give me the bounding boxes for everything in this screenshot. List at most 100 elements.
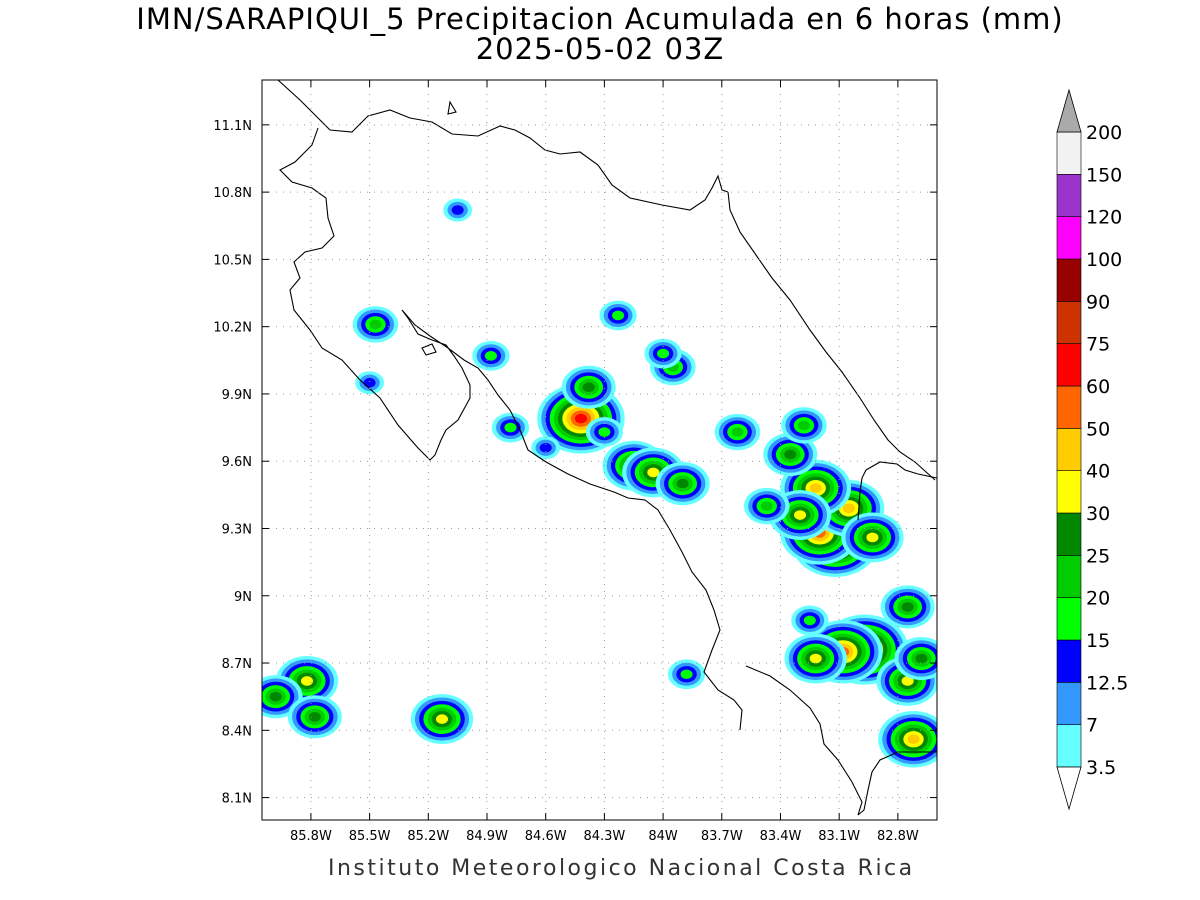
lon-tick-label: 82.8W <box>877 829 919 844</box>
rain-contour <box>797 420 810 431</box>
rain-contour <box>907 734 920 745</box>
colorbar-label: 15 <box>1086 630 1110 652</box>
rain-contour <box>269 691 282 702</box>
colorbar-swatch <box>1056 343 1082 387</box>
rain-cell <box>763 432 818 477</box>
rain-cell <box>599 300 637 331</box>
pacific-coast-outline <box>279 127 743 731</box>
lat-tick-label: 8.7N <box>222 657 252 672</box>
rain-cell <box>410 694 474 745</box>
lon-tick-label: 85.2W <box>407 829 449 844</box>
colorbar-swatch <box>1056 597 1082 641</box>
rain-cell <box>894 636 937 681</box>
rain-contour <box>363 377 376 388</box>
rain-cell <box>791 605 829 636</box>
lat-tick-label: 10.5N <box>213 253 252 268</box>
lat-tick-label: 8.1N <box>222 792 252 807</box>
rain-cell <box>472 340 510 371</box>
lon-tick-label: 84.9W <box>466 829 508 844</box>
coastline <box>277 80 937 816</box>
caribbean-coast-outline <box>727 191 936 481</box>
rain-cell <box>714 413 761 451</box>
rain-contour <box>915 653 928 664</box>
lon-tick-label: 84W <box>648 829 678 844</box>
colorbar-label: 150 <box>1086 164 1122 186</box>
rain-cell <box>781 407 827 444</box>
graticule <box>262 80 937 820</box>
lat-tick-label: 10.8N <box>213 186 252 201</box>
lon-tick-label: 83.7W <box>701 829 743 844</box>
colorbar-label: 90 <box>1086 291 1110 313</box>
colorbar-label: 30 <box>1086 503 1110 525</box>
lat-tick-label: 11.1N <box>213 119 252 134</box>
rain-cell <box>743 487 790 525</box>
rain-contour <box>539 442 552 453</box>
lat-tick-label: 10.2N <box>213 321 252 336</box>
lon-tick-label: 84.3W <box>583 829 625 844</box>
rain-contour <box>760 501 773 511</box>
colorbar-swatch <box>1056 216 1082 260</box>
rain-cell <box>352 306 399 343</box>
colorbar-label: 100 <box>1086 249 1122 271</box>
colorbar-label: 120 <box>1086 207 1122 229</box>
rain-contour <box>901 676 914 686</box>
colorbar-label: 75 <box>1086 334 1110 356</box>
rain-contour <box>803 615 816 626</box>
colorbar-label: 7 <box>1086 715 1098 737</box>
colorbar-swatch <box>1056 470 1082 514</box>
colorbar-label: 20 <box>1086 588 1110 610</box>
lake-islet-outline <box>447 100 457 115</box>
precipitation-field <box>262 198 937 768</box>
colorbar-max-arrow <box>1056 88 1082 133</box>
lat-tick-label: 9.6N <box>222 455 252 470</box>
institution-footer: Instituto Meteorologico Nacional Costa R… <box>328 856 915 881</box>
nicaragua-coast-outline <box>277 80 729 211</box>
rain-cell <box>667 659 706 690</box>
rain-contour <box>731 427 744 437</box>
rain-contour <box>598 427 611 437</box>
rain-contour <box>582 382 595 393</box>
rain-contour <box>809 653 822 664</box>
rain-contour <box>612 310 625 321</box>
colorbar-swatch <box>1056 428 1082 471</box>
rain-cell <box>491 412 530 443</box>
rain-contour <box>504 422 517 433</box>
lon-tick-label: 85.8W <box>290 829 332 844</box>
rain-contour <box>484 351 497 361</box>
colorbar-swatch <box>1056 724 1082 768</box>
colorbar-swatch <box>1056 385 1082 429</box>
rain-cell <box>841 512 904 563</box>
rain-contour <box>647 467 660 478</box>
rain-contour <box>901 602 914 612</box>
rain-cell <box>784 633 847 684</box>
map-axes: 85.8W 85.5W 85.2W 84.9W 84.6W 84.3W 84W 83.7W 83… <box>213 80 937 844</box>
map-frame <box>261 79 938 821</box>
colorbar-label: 50 <box>1086 418 1110 440</box>
rain-contour <box>451 205 464 215</box>
lat-tick-label: 8.4N <box>222 724 252 739</box>
rain-contour <box>784 449 797 460</box>
lat-tick-label: 9.9N <box>222 388 252 403</box>
rain-contour <box>436 714 448 724</box>
colorbar-label: 12.5 <box>1086 672 1128 694</box>
lon-tick-label: 85.5W <box>349 829 391 844</box>
colorbar-swatch <box>1056 682 1082 725</box>
rain-cell <box>561 365 616 409</box>
rain-cell <box>655 462 710 506</box>
colorbar-swatch <box>1056 258 1082 302</box>
lat-tick-label: 9.3N <box>222 522 252 537</box>
rain-contour <box>842 503 855 514</box>
colorbar-label: 200 <box>1086 122 1122 144</box>
lat-tick-label: 9N <box>234 590 252 605</box>
rain-contour <box>809 483 822 493</box>
lon-tick-label: 83.1W <box>818 829 860 844</box>
rain-cell <box>287 695 342 739</box>
rain-contour <box>866 532 879 543</box>
panama-border-outline <box>857 461 937 521</box>
colorbar-min-arrow <box>1056 766 1082 811</box>
rain-contour <box>369 319 382 330</box>
nicoya-bay-islet-outline <box>421 343 437 356</box>
rain-contour <box>308 712 321 722</box>
rain-contour <box>301 676 313 686</box>
